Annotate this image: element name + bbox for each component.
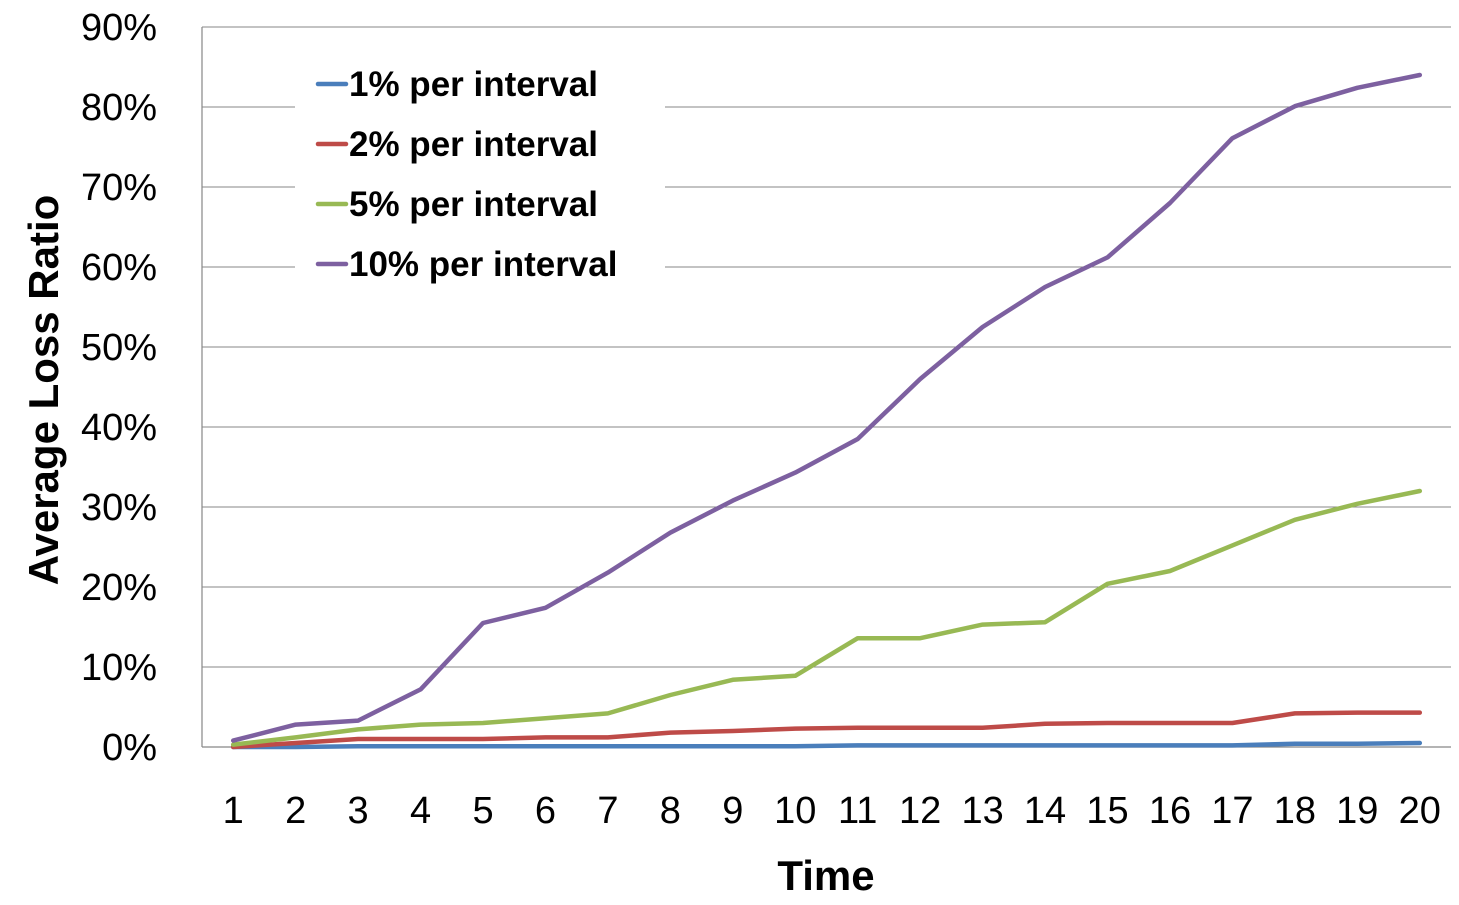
y-axis-title: Average Loss Ratio xyxy=(20,195,67,586)
x-tick-label: 9 xyxy=(722,790,743,832)
x-tick-label: 8 xyxy=(660,790,681,832)
x-tick-label: 4 xyxy=(410,790,431,832)
x-tick-label: 18 xyxy=(1274,790,1316,832)
y-tick-label: 10% xyxy=(81,647,157,689)
legend-label: 1% per interval xyxy=(349,65,598,104)
y-tick-label: 40% xyxy=(81,407,157,449)
x-tick-label: 12 xyxy=(899,790,941,832)
y-tick-label: 80% xyxy=(81,87,157,129)
series-line-1 xyxy=(230,740,1423,750)
x-tick-label: 6 xyxy=(535,790,556,832)
x-tick-label: 3 xyxy=(348,790,369,832)
series-line-4 xyxy=(230,72,1423,743)
x-tick-label: 17 xyxy=(1211,790,1253,832)
legend-label: 10% per interval xyxy=(349,245,617,284)
x-tick-label: 19 xyxy=(1336,790,1378,832)
x-tick-label: 11 xyxy=(838,790,877,832)
x-tick-label: 5 xyxy=(472,790,493,832)
x-tick-label: 20 xyxy=(1399,790,1441,832)
x-tick-label: 15 xyxy=(1086,790,1128,832)
y-tick-label: 70% xyxy=(81,167,157,209)
x-tick-label: 16 xyxy=(1149,790,1191,832)
series-lines xyxy=(230,72,1423,750)
y-tick-label: 30% xyxy=(81,487,157,529)
y-tick-label: 60% xyxy=(81,247,157,289)
y-axis-tick-labels: 0% 10% 20% 30% 40% 50% 60% 70% 80% 90% xyxy=(81,7,157,769)
legend-label: 5% per interval xyxy=(349,185,598,224)
x-tick-label: 1 xyxy=(223,790,244,832)
x-axis-tick-labels: 1 2 3 4 5 6 7 8 9 10 11 12 13 14 15 16 17 18 19 20 xyxy=(223,790,1441,832)
x-axis-title: Time xyxy=(777,852,874,899)
legend-label: 2% per interval xyxy=(349,125,598,164)
y-tick-label: 20% xyxy=(81,567,157,609)
series-line-2 xyxy=(230,710,1423,750)
series-line-3 xyxy=(230,488,1423,747)
x-tick-label: 13 xyxy=(961,790,1003,832)
y-tick-label: 0% xyxy=(102,727,157,769)
x-tick-label: 10 xyxy=(774,790,816,832)
legend: 1% per interval 2% per interval 5% per int… xyxy=(295,52,665,297)
x-tick-label: 14 xyxy=(1024,790,1066,832)
y-tick-label: 50% xyxy=(81,327,157,369)
y-tick-label: 90% xyxy=(81,7,157,49)
x-tick-label: 7 xyxy=(597,790,618,832)
x-tick-label: 2 xyxy=(285,790,306,832)
legend-background xyxy=(295,52,665,297)
